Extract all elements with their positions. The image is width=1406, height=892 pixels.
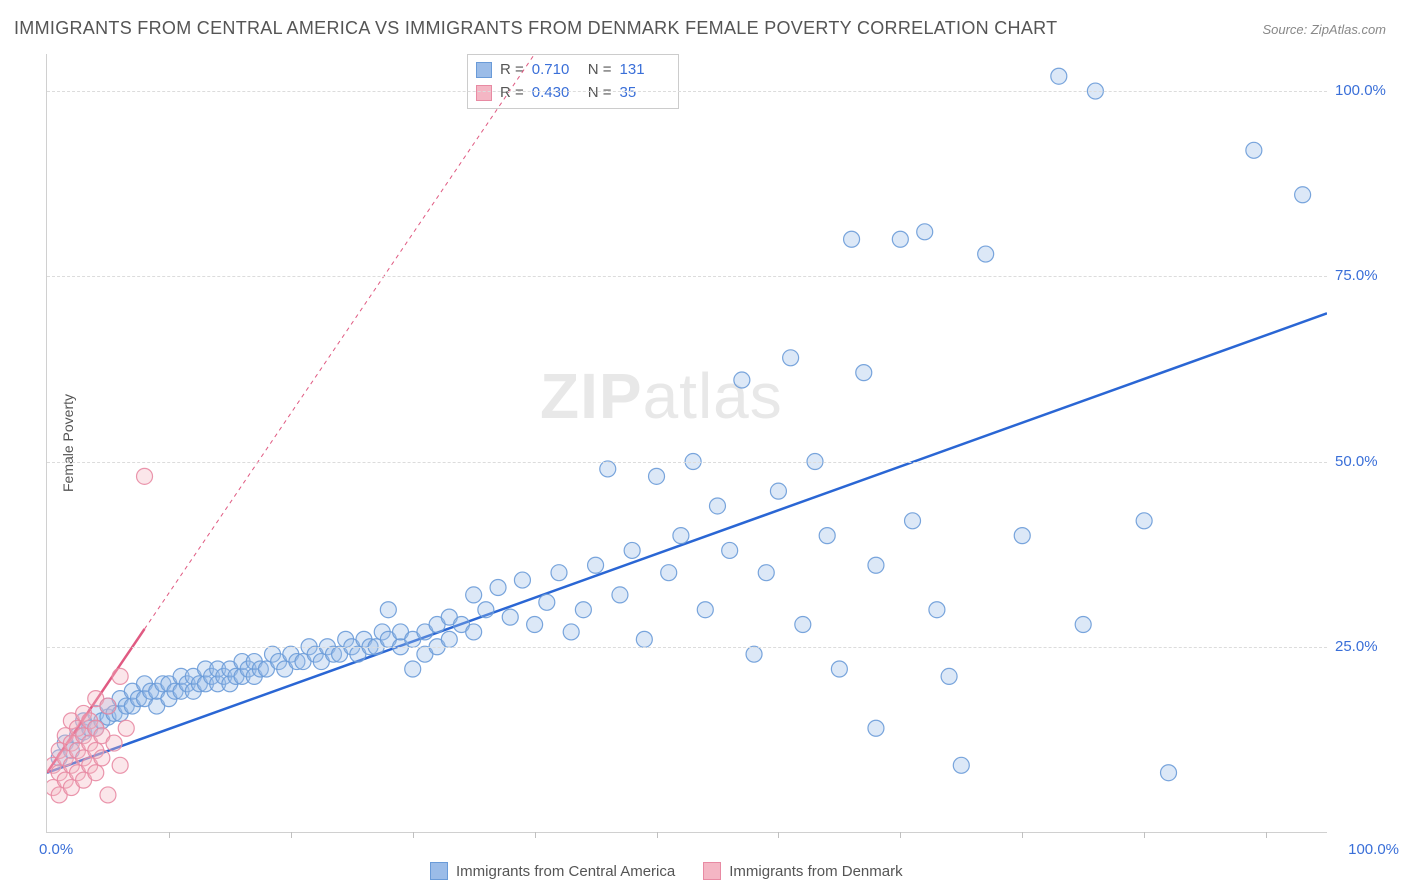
- x-axis-max-label: 100.0%: [1348, 841, 1399, 858]
- x-tick-mark: [291, 832, 292, 838]
- scatter-svg: [47, 54, 1327, 832]
- x-tick-mark: [778, 832, 779, 838]
- gridline: [47, 91, 1327, 92]
- gridline: [47, 462, 1327, 463]
- x-tick-mark: [169, 832, 170, 838]
- legend-item-series-2: Immigrants from Denmark: [703, 862, 902, 880]
- x-tick-mark: [535, 832, 536, 838]
- y-tick-label: 100.0%: [1335, 82, 1405, 99]
- y-tick-label: 75.0%: [1335, 267, 1405, 284]
- x-tick-mark: [413, 832, 414, 838]
- x-tick-mark: [900, 832, 901, 838]
- x-tick-mark: [657, 832, 658, 838]
- y-tick-label: 50.0%: [1335, 453, 1405, 470]
- y-tick-label: 25.0%: [1335, 638, 1405, 655]
- legend-swatch-icon: [430, 862, 448, 880]
- source-attribution: Source: ZipAtlas.com: [1262, 22, 1386, 37]
- x-axis-min-label: 0.0%: [39, 841, 73, 858]
- chart-title: IMMIGRANTS FROM CENTRAL AMERICA VS IMMIG…: [14, 18, 1057, 39]
- x-tick-mark: [1144, 832, 1145, 838]
- x-tick-mark: [1266, 832, 1267, 838]
- legend-label: Immigrants from Central America: [456, 863, 675, 880]
- legend-swatch-icon: [703, 862, 721, 880]
- series-legend: Immigrants from Central America Immigran…: [430, 862, 903, 880]
- gridline: [47, 647, 1327, 648]
- gridline: [47, 276, 1327, 277]
- legend-item-series-1: Immigrants from Central America: [430, 862, 675, 880]
- legend-label: Immigrants from Denmark: [729, 863, 902, 880]
- chart-plot-area: Female Poverty ZIPatlas R = 0.710 N = 13…: [46, 54, 1327, 833]
- x-tick-mark: [1022, 832, 1023, 838]
